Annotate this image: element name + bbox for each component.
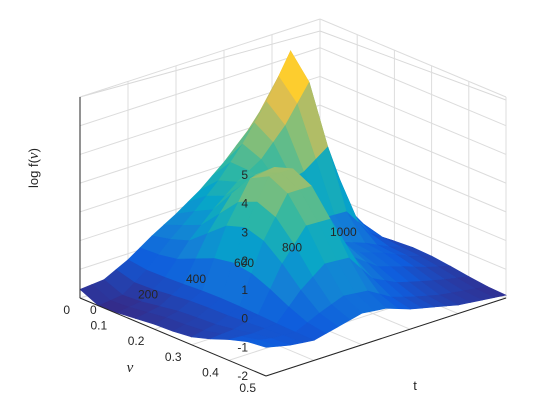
y-tick-label: 0.2 <box>128 334 145 348</box>
grid-line <box>319 133 507 213</box>
z-tick-label: 5 <box>241 168 248 182</box>
grid-line <box>79 18 321 98</box>
x-tick-label: 600 <box>234 256 254 270</box>
y-tick-label: 0 <box>63 303 70 317</box>
y-tick-label: 0.1 <box>91 319 108 333</box>
surface-patch <box>247 339 279 348</box>
x-axis-label: t <box>413 378 417 393</box>
x-axis-line <box>265 297 507 377</box>
y-tick-label: 0.4 <box>202 365 219 379</box>
grid-line <box>319 47 507 127</box>
grid-line <box>319 75 507 155</box>
y-axis-label: ν <box>127 360 134 376</box>
grid-line <box>319 162 507 242</box>
grid-line <box>319 190 507 270</box>
x-tick-label: 1000 <box>330 225 357 239</box>
x-tick-label: 800 <box>282 241 302 255</box>
grid-line <box>319 104 507 184</box>
y-tick-label: 0.5 <box>239 381 256 395</box>
x-tick-label: 0 <box>90 303 97 317</box>
y-axis-line <box>79 297 267 377</box>
surface <box>79 50 507 348</box>
z-tick-label: -1 <box>237 340 248 354</box>
axis-lines <box>79 97 507 377</box>
z-tick-label: -2 <box>237 369 248 383</box>
y-tick-label: 0.3 <box>165 350 182 364</box>
tick-labels: -2 -1 0 1 2 3 4 5 0 0.1 0.2 0.3 0.4 0.5 0 200 400 600 800 1… <box>63 168 357 395</box>
z-tick-label: 4 <box>241 197 248 211</box>
grid-line <box>79 47 321 127</box>
z-tick-label: 0 <box>241 312 248 326</box>
z-tick-label: 2 <box>241 254 248 268</box>
z-axis-label: log f(ν) <box>26 148 42 188</box>
x-tick-label: 400 <box>186 272 206 286</box>
x-tick-label: 200 <box>138 287 158 301</box>
z-tick-label: 1 <box>241 283 248 297</box>
z-tick-label: 3 <box>241 225 248 239</box>
grid-line <box>319 18 507 98</box>
